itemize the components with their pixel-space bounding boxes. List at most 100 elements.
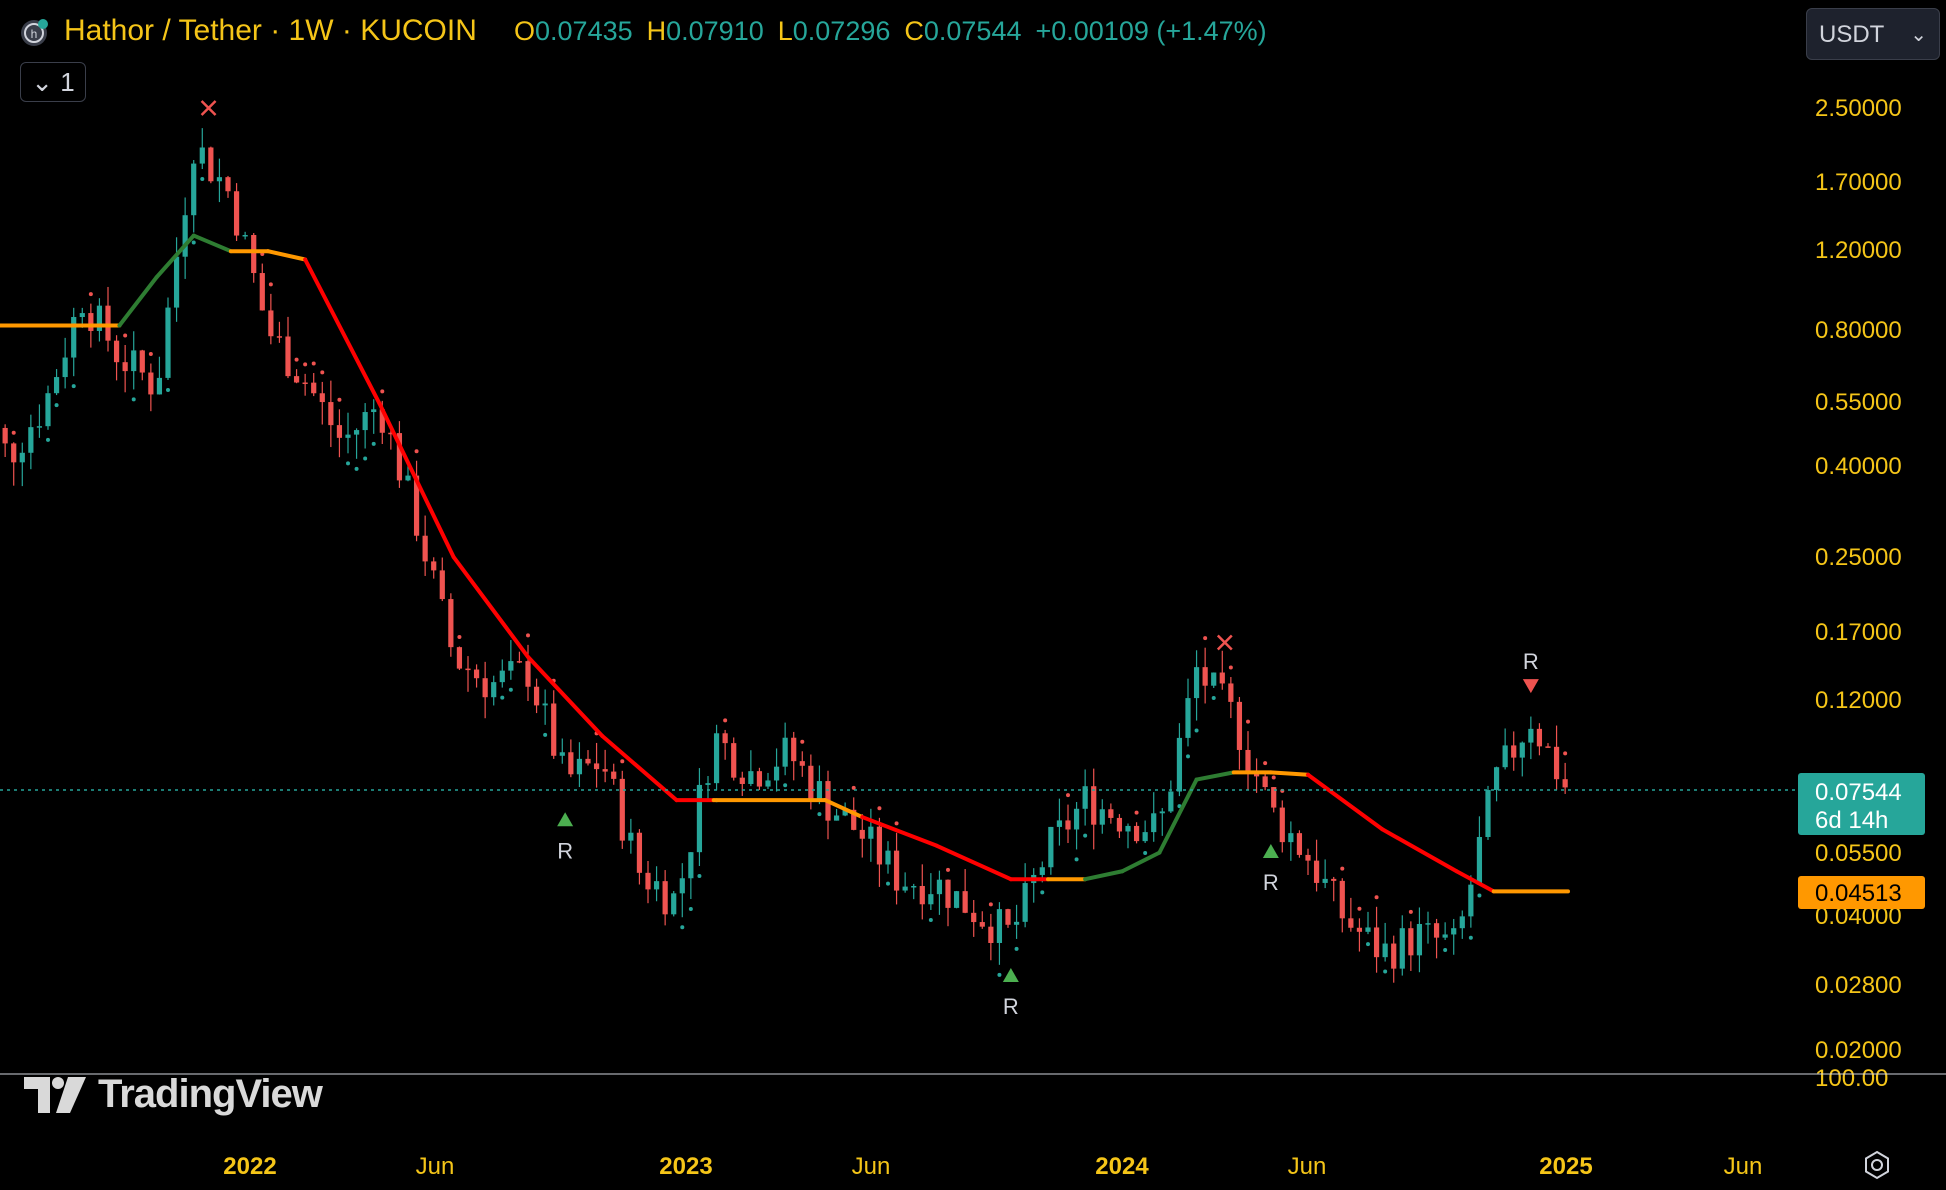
close-x-icon [200, 100, 217, 116]
candle-body [1416, 923, 1423, 956]
candle-body [448, 599, 454, 648]
trail-dot [414, 449, 419, 454]
candle-body [1005, 909, 1011, 925]
candle-body [1313, 860, 1320, 883]
candle-body [311, 382, 317, 394]
trail-dot [363, 456, 368, 461]
trail-dot [620, 759, 625, 764]
trend-segment-orange [1268, 770, 1310, 777]
candle-body [756, 771, 763, 787]
indicators-toggle-button[interactable]: ⌄ 1 [20, 62, 86, 102]
candle-body [1245, 749, 1251, 771]
candle-body [259, 273, 265, 311]
candle-body [276, 336, 283, 338]
trail-dot [320, 370, 325, 375]
candle-body [1485, 790, 1491, 837]
trail-dot [508, 687, 513, 692]
candle-body [611, 771, 617, 779]
trail-dot [1366, 942, 1370, 947]
candle-body [868, 826, 874, 839]
time-tick-label: Jun [416, 1153, 455, 1180]
tradingview-logo-icon[interactable] [24, 1073, 90, 1117]
trail-dot [166, 388, 170, 393]
trend-segment-green [154, 233, 196, 280]
trail-dot [294, 357, 299, 362]
high-label: H [646, 16, 667, 46]
candle-body [2, 427, 8, 444]
candle-body [645, 872, 651, 890]
trend-segment-red [1454, 869, 1496, 894]
candle-body [945, 879, 951, 908]
candle-body [885, 850, 891, 865]
trail-dot [1477, 893, 1482, 898]
currency-value: USDT [1819, 21, 1885, 48]
candle-body [1425, 923, 1431, 925]
buy-signal-label: R [557, 838, 573, 863]
candle-body [1211, 672, 1217, 686]
buy-signal-arrow-icon [1262, 843, 1279, 858]
candle-body [1322, 878, 1328, 883]
candle-body [268, 310, 274, 337]
candle-body [233, 191, 240, 236]
candle-body [139, 350, 145, 373]
trail-dot [1083, 833, 1088, 838]
candle-body [1382, 943, 1388, 958]
last-price-badge: 0.07544 6d 14h [1798, 773, 1925, 835]
candle-body [28, 427, 34, 453]
candle-body [1228, 683, 1234, 702]
trail-dot [311, 361, 316, 366]
candle-body [1065, 820, 1071, 830]
candle-body [722, 733, 728, 744]
trail-dot [877, 806, 882, 811]
candle-body [508, 661, 514, 671]
trail-dot [680, 925, 685, 930]
candlestick-series [2, 128, 1568, 983]
candle-body [431, 561, 437, 571]
trail-dot [200, 177, 205, 182]
candle-body [842, 809, 848, 816]
candle-body [1468, 884, 1474, 917]
candle-body [1271, 787, 1277, 808]
candle-body [1142, 832, 1148, 842]
candle-body [465, 668, 471, 671]
trail-dot [380, 389, 385, 394]
candle-body [199, 147, 205, 164]
candle-body [1296, 833, 1303, 855]
supertrend-line [0, 233, 1570, 894]
buy-signal-arrow-icon [1002, 968, 1019, 983]
candle-body [893, 850, 900, 891]
candle-body [1236, 701, 1243, 750]
price-axis[interactable]: 2.50000 1.70000 1.20000 0.80000 0.55000 0.400… [1815, 95, 1902, 1092]
candle-body [662, 881, 668, 915]
price-tick-label: 1.20000 [1815, 237, 1902, 264]
trail-dot [783, 783, 788, 788]
candle-body [216, 177, 223, 182]
trail-dot [371, 441, 376, 446]
sell-signal-arrow-icon [1522, 679, 1539, 694]
hathor-logo-icon: h [21, 19, 48, 46]
price-tick-label: 100.00 [1815, 1065, 1888, 1092]
candle-body [773, 766, 780, 781]
currency-select[interactable]: USDT ⌄ [1806, 8, 1940, 60]
candle-body [576, 758, 583, 775]
time-axis[interactable]: 2022 Jun 2023 Jun 2024 Jun 2025 Jun [223, 1153, 1762, 1180]
candle-body [1151, 813, 1157, 833]
candle-body [1433, 923, 1440, 938]
candle-body [619, 778, 625, 841]
candle-body [859, 829, 865, 839]
candle-body [491, 682, 497, 698]
candle-body [62, 357, 68, 378]
candle-body [371, 409, 377, 413]
candle-body [1553, 746, 1560, 780]
candle-body [208, 147, 214, 182]
candle-body [353, 430, 360, 435]
candle-body [1442, 934, 1448, 938]
candle-body [388, 432, 394, 435]
candle-body [953, 891, 960, 908]
candle-body [1545, 746, 1551, 748]
symbol-title[interactable]: Hathor / Tether · 1W · KUCOIN [64, 14, 477, 47]
trail-dot [1408, 909, 1413, 914]
settings-gear-icon[interactable] [1862, 1150, 1892, 1180]
candle-body [1511, 745, 1517, 758]
